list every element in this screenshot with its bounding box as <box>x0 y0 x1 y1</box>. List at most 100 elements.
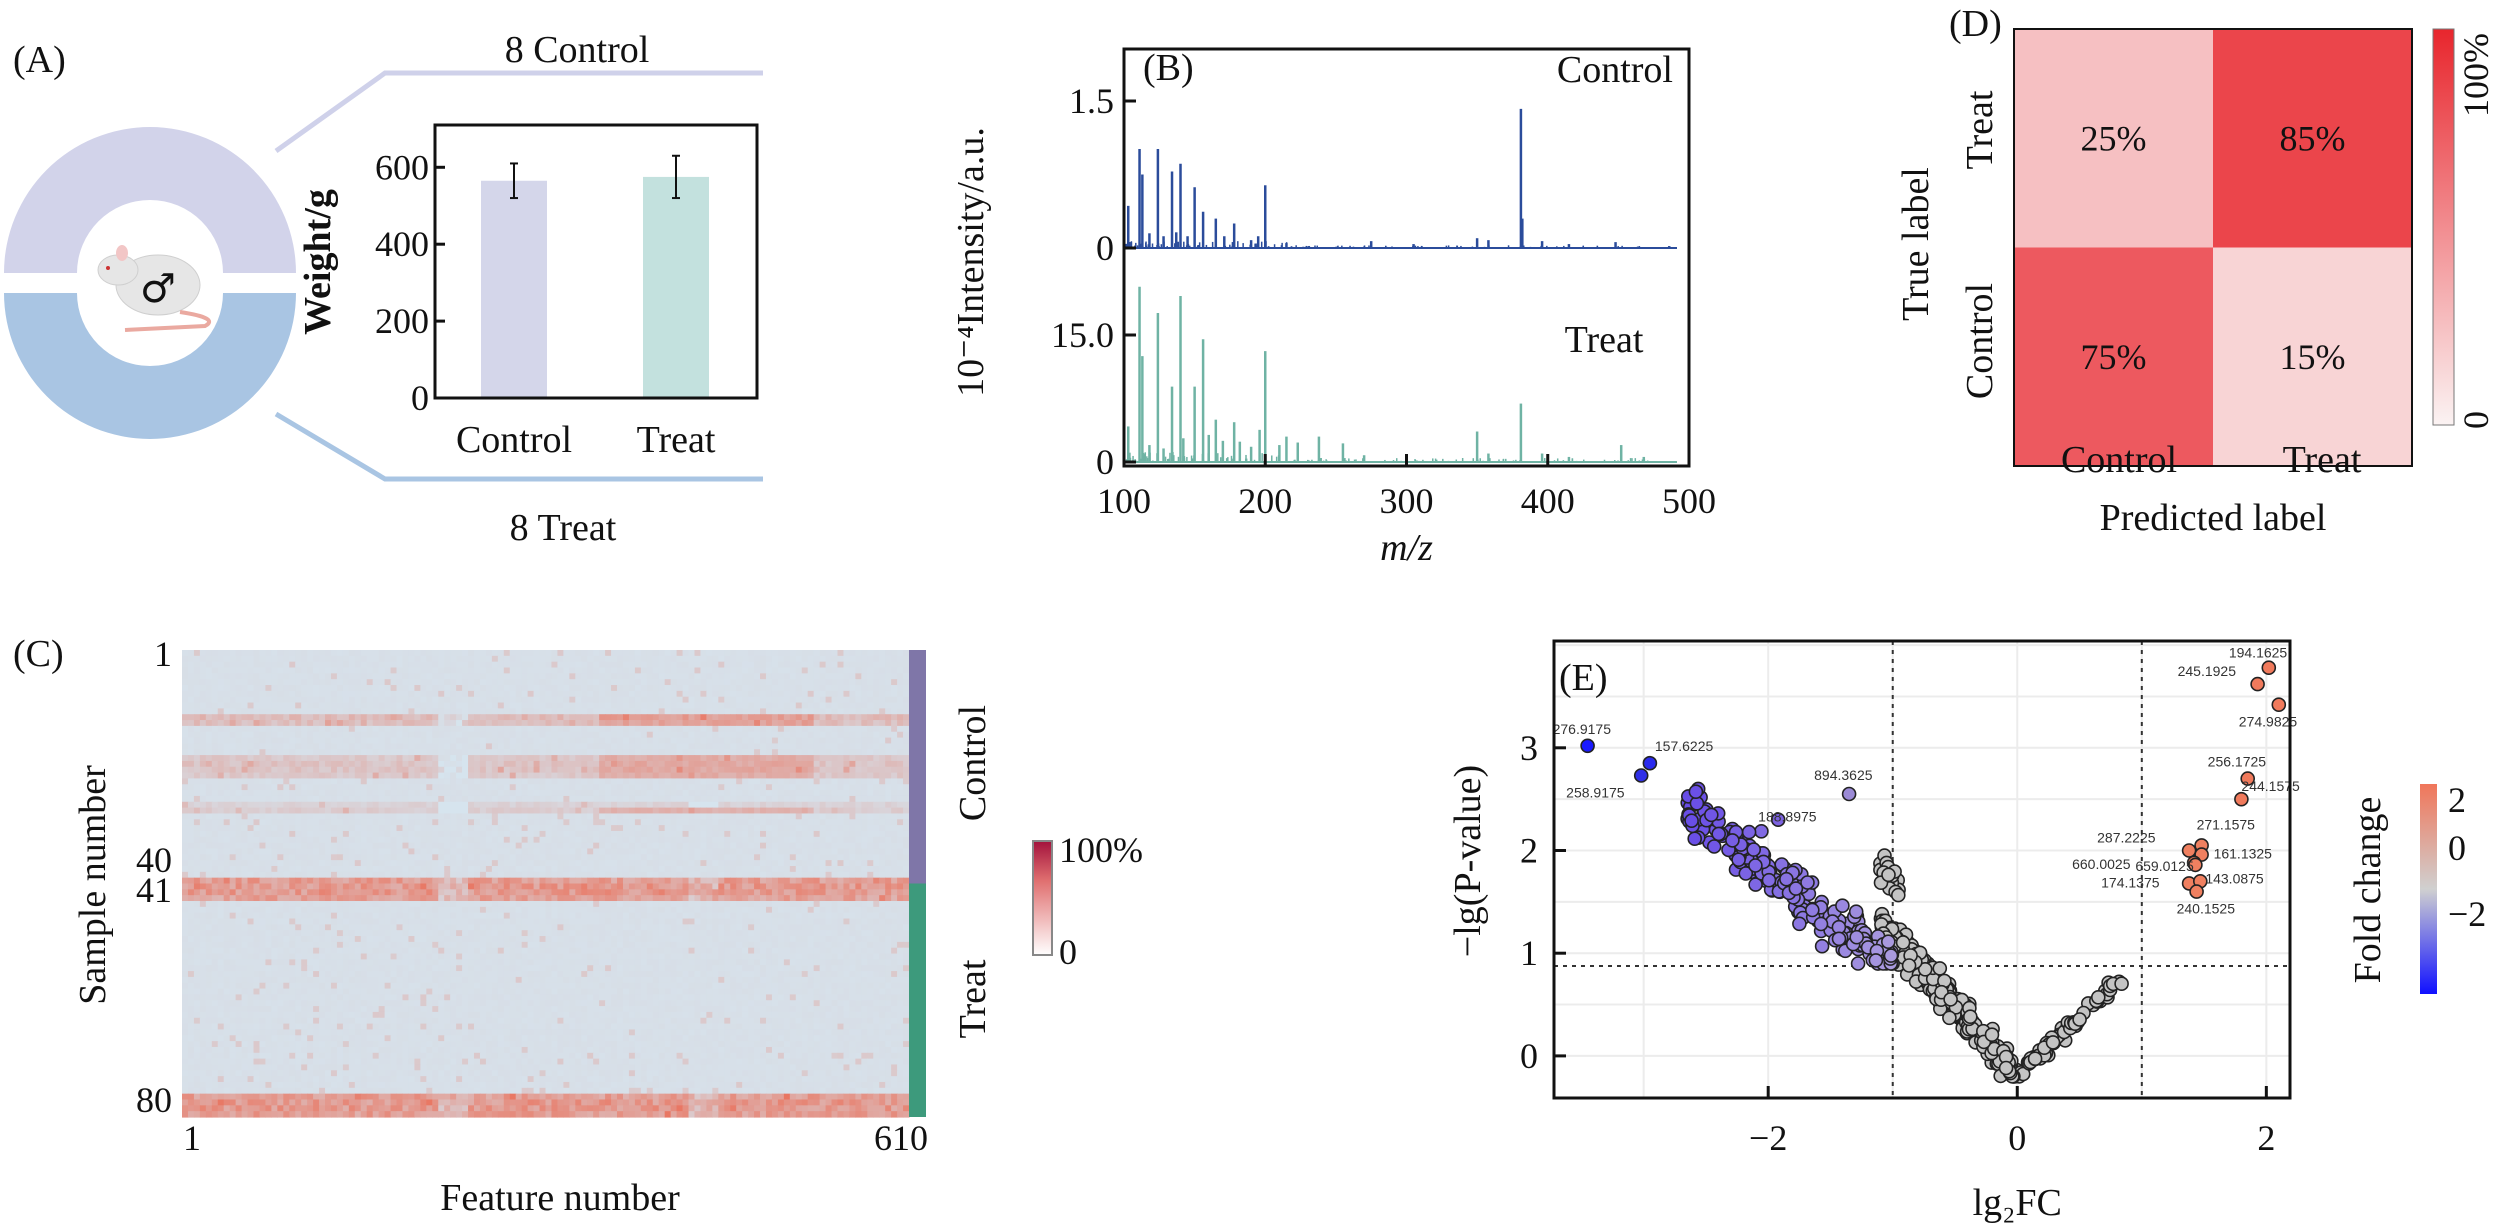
heatmap-cell <box>599 673 606 680</box>
heatmap-cell <box>187 813 195 820</box>
heatmap-cell <box>736 661 743 669</box>
heatmap-cell <box>450 819 457 826</box>
heatmap-cell <box>354 731 362 739</box>
heatmap-cell <box>497 778 505 785</box>
heatmap-cell <box>539 772 547 780</box>
heatmap-cell <box>485 737 493 744</box>
heatmap-cell <box>730 778 737 785</box>
heatmap-cell <box>658 836 666 844</box>
heatmap-cell <box>658 842 666 850</box>
heatmap-cell <box>229 667 237 674</box>
heatmap-cell <box>265 690 272 698</box>
heatmap-cell <box>217 661 225 669</box>
heatmap-cell <box>545 743 553 750</box>
heatmap-cell <box>718 714 725 721</box>
heatmap-cell <box>795 755 803 762</box>
heatmap-cell <box>575 650 582 657</box>
heatmap-cell <box>646 778 654 785</box>
heatmap-cell <box>664 819 672 826</box>
heatmap-cell <box>765 825 773 832</box>
heatmap-cell <box>348 702 356 709</box>
heatmap-cell <box>563 731 570 739</box>
heatmap-cell <box>503 655 511 663</box>
heatmap-cell <box>265 679 272 686</box>
heatmap-cell <box>420 743 427 750</box>
heatmap-cell <box>497 772 505 780</box>
heatmap-cell <box>628 690 636 698</box>
heatmap-cell <box>390 836 398 844</box>
heatmap-cell <box>712 720 719 727</box>
heatmap-cell <box>593 836 600 844</box>
heatmap-cell <box>718 667 725 674</box>
heatmap-cell <box>330 784 338 791</box>
heatmap-cell <box>855 854 862 861</box>
heatmap-cell <box>807 708 815 715</box>
heatmap-cell <box>569 790 576 797</box>
rat-icon: ♂ <box>97 245 212 332</box>
heatmap-cell <box>426 673 433 680</box>
heatmap-cell <box>706 690 713 698</box>
heatmap-cell <box>700 708 707 715</box>
heatmap-cell <box>718 725 725 733</box>
heatmap-cell <box>813 702 821 709</box>
heatmap-cell <box>831 795 839 803</box>
heatmap-cell <box>462 650 469 657</box>
heatmap-cell <box>330 848 338 855</box>
heatmap-cell <box>831 650 839 657</box>
heatmap-cell <box>473 685 481 692</box>
heatmap-cell <box>229 737 237 744</box>
heatmap-cell <box>563 702 570 709</box>
heatmap-cell <box>390 842 398 850</box>
heatmap-cell <box>432 661 439 669</box>
heatmap-cell <box>539 673 547 680</box>
heatmap-cell <box>319 854 326 861</box>
heatmap-cell <box>497 860 505 867</box>
heatmap-cell <box>652 807 660 815</box>
heatmap-cell <box>289 667 296 674</box>
heatmap-cell <box>366 848 374 855</box>
heatmap-cell <box>897 685 904 692</box>
x-tick-label: 100 <box>1097 481 1151 521</box>
heatmap-cell <box>408 708 415 715</box>
heatmap-cell <box>813 743 821 750</box>
heatmap-cell <box>748 801 755 809</box>
heatmap-cell <box>551 696 559 704</box>
heatmap-cell <box>563 737 570 744</box>
heatmap-cell <box>503 690 511 698</box>
heatmap-cell <box>885 696 892 704</box>
heatmap-cell <box>450 807 457 815</box>
heatmap-cell <box>885 760 892 768</box>
heatmap-cell <box>235 795 243 803</box>
heatmap-cell <box>330 702 338 709</box>
heatmap-cell <box>199 854 207 861</box>
heatmap-cell <box>777 714 785 721</box>
heatmap-cell <box>867 696 874 704</box>
heatmap-cell <box>444 720 451 727</box>
heatmap-cell <box>473 667 481 674</box>
heatmap-cell <box>634 679 642 686</box>
heatmap-cell <box>575 860 582 867</box>
heatmap-cell <box>313 714 320 721</box>
heatmap-cell <box>700 755 707 762</box>
cell-value: 15% <box>2280 337 2346 377</box>
heatmap-cell <box>247 702 255 709</box>
heatmap-cell <box>509 679 517 686</box>
heatmap-cell <box>271 667 278 674</box>
heatmap-cell <box>247 743 255 750</box>
heatmap-cell <box>736 819 743 826</box>
heatmap-cell <box>319 685 326 692</box>
heatmap-cell <box>545 749 553 756</box>
heatmap-cell <box>307 766 314 774</box>
heatmap-cell <box>765 743 773 750</box>
heatmap-cell <box>617 807 624 815</box>
heatmap-cell <box>277 667 284 674</box>
heatmap-cell <box>712 696 719 704</box>
heatmap-cell <box>193 743 201 750</box>
heatmap-cell <box>819 673 827 680</box>
heatmap-cell <box>515 725 523 733</box>
heatmap-cell <box>485 749 493 756</box>
heatmap-cell <box>289 813 296 820</box>
heatmap-cell <box>706 661 713 669</box>
heatmap-cell <box>652 696 660 704</box>
heatmap-cell <box>277 690 284 698</box>
